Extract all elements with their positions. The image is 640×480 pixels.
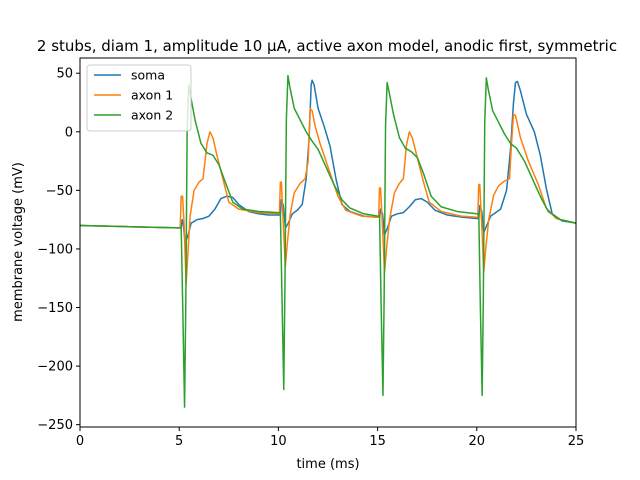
x-tick-label: 25 [568, 434, 585, 449]
x-tick-label: 10 [270, 434, 287, 449]
series-group [80, 74, 576, 408]
x-tick-label: 5 [175, 434, 183, 449]
legend-label: soma [131, 68, 165, 83]
legend-label: axon 1 [131, 88, 173, 103]
plot-frame [79, 57, 577, 428]
y-tick-label: −150 [37, 301, 73, 316]
x-tick-label: 0 [76, 434, 84, 449]
x-axis-ticks: 0 5 10 15 20 25 [76, 427, 584, 449]
legend: soma axon 1 axon 2 [86, 64, 192, 132]
legend-label: axon 2 [131, 108, 173, 123]
plot-area [79, 57, 577, 428]
x-tick-label: 15 [369, 434, 386, 449]
x-tick-label: 20 [469, 434, 486, 449]
y-tick-label: −200 [37, 360, 73, 375]
chart-title: 2 stubs, diam 1, amplitude 10 μA, active… [37, 37, 617, 55]
y-tick-label: −100 [37, 242, 73, 257]
y-tick-label: 0 [65, 125, 73, 140]
series-line-axon-1 [80, 107, 576, 285]
y-tick-label: −50 [46, 184, 73, 199]
y-axis-ticks: −250 −200 −150 −100 −50 0 50 [37, 67, 80, 433]
y-tick-label: −250 [37, 418, 73, 433]
series-line-axon-2 [80, 74, 576, 408]
y-tick-label: 50 [56, 67, 73, 82]
y-axis-label: membrane voltage (mV) [11, 162, 26, 322]
x-axis-label: time (ms) [296, 457, 359, 472]
